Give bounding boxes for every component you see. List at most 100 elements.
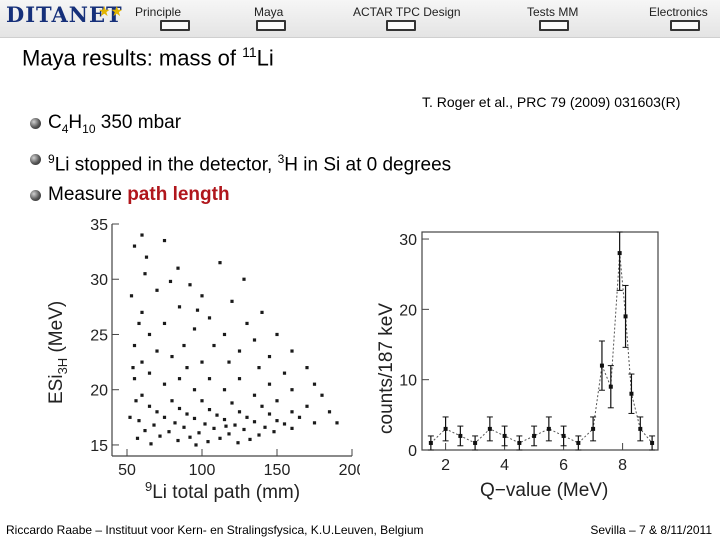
nav-item-tests-mm[interactable]: Tests MM — [527, 5, 579, 19]
footer-venue-date: Sevilla – 7 & 8/11/2011 — [590, 523, 712, 537]
scatter-point — [275, 419, 279, 423]
scatter-point — [170, 399, 174, 403]
scatter-point — [218, 261, 222, 265]
spectrum-y-tick-label: 30 — [399, 232, 417, 249]
title-mass-number: 11 — [242, 44, 257, 60]
spectrum-point — [473, 440, 478, 445]
scatter-point — [143, 428, 147, 433]
scatter-point — [132, 244, 137, 248]
title-element: Li — [256, 45, 274, 71]
scatter-point — [212, 343, 216, 348]
scatter-point — [237, 410, 242, 414]
nav-box-actar-tpc-design[interactable] — [386, 20, 416, 31]
spectrum-x-tick-label: 6 — [559, 457, 568, 474]
nav-item-principle[interactable]: Principle — [135, 5, 182, 19]
nav-item-maya[interactable]: Maya — [254, 5, 284, 19]
scatter-point — [227, 432, 231, 436]
scatter-point — [218, 436, 222, 440]
scatter-point — [147, 371, 152, 375]
spectrum-frame — [421, 231, 659, 451]
scatter-y-tick-label: 15 — [90, 438, 108, 455]
nav-box-tests-mm[interactable] — [539, 20, 569, 31]
scatter-point — [222, 388, 227, 392]
scatter-point — [155, 349, 159, 353]
scatter-point — [305, 366, 309, 370]
reference-citation: T. Roger et al., PRC 79 (2009) 031603(R) — [422, 94, 680, 110]
scatter-point — [182, 343, 186, 348]
scatter-point — [140, 393, 144, 397]
h-mass-number: 3 — [277, 151, 285, 166]
scatter-point — [248, 437, 252, 442]
scatter-point — [177, 406, 182, 411]
scatter-point — [135, 436, 140, 440]
scatter-x-tick-label: 50 — [118, 462, 136, 479]
spectrum-point — [443, 426, 448, 431]
scatter-point — [137, 419, 141, 423]
top-navigation-bar: DITANET ★★ Principle Maya ACTAR TPC Desi… — [0, 0, 720, 38]
scatter-x-tick-label: 150 — [264, 462, 291, 479]
scatter-y-tick-label: 30 — [90, 272, 108, 289]
spectrum-point — [650, 440, 655, 445]
scatter-point — [128, 415, 132, 419]
scatter-point — [252, 338, 257, 342]
spectrum-point — [487, 426, 492, 431]
gas-c-subscript: 4 — [61, 121, 69, 136]
scatter-point — [168, 279, 173, 284]
spectrum-point — [638, 426, 643, 431]
scatter-y-tick-label: 35 — [90, 217, 108, 234]
nav-box-maya[interactable] — [256, 20, 286, 31]
path-length-highlight: path length — [127, 184, 230, 206]
scatter-point — [162, 321, 167, 326]
scatter-point — [132, 377, 137, 381]
spectrum-point — [591, 426, 596, 431]
reference-authors: T. Roger et al., — [422, 94, 514, 110]
scatter-point — [162, 382, 167, 386]
scatter-point — [245, 415, 249, 419]
scatter-point — [267, 382, 272, 386]
scatter-point — [297, 415, 302, 419]
nav-item-actar-tpc-design[interactable]: ACTAR TPC Design — [353, 5, 461, 19]
spectrum-y-tick-label: 10 — [399, 373, 417, 390]
nav-box-electronics[interactable] — [670, 20, 700, 31]
scatter-point — [275, 332, 279, 337]
scatter-point — [188, 435, 192, 439]
scatter-point — [260, 310, 264, 314]
scatter-point — [272, 430, 276, 434]
scatter-point — [194, 443, 198, 447]
scatter-point — [173, 421, 177, 425]
scatter-x-tick-label: 200 — [339, 462, 360, 479]
spectrum-point — [458, 433, 463, 438]
scatter-point — [312, 421, 317, 425]
scatter-point — [131, 366, 135, 370]
scatter-point — [267, 354, 272, 359]
measure-text: Measure — [48, 184, 128, 206]
scatter-point — [149, 442, 153, 446]
scatter-point — [200, 294, 204, 298]
scatter-point — [192, 416, 197, 421]
scatter-point — [162, 415, 167, 419]
scatter-x-label: 9Li total path (mm) — [145, 479, 300, 503]
scatter-point — [140, 360, 144, 364]
q-value-spectrum: 0 10 20 30 2 4 6 8 counts/187 keV Q−value (MeV) — [376, 231, 659, 501]
scatter-point — [177, 305, 182, 309]
scatter-point — [188, 283, 192, 287]
scatter-point — [192, 388, 197, 392]
scatter-point — [207, 316, 212, 320]
spectrum-point — [623, 314, 628, 319]
nav-item-electronics[interactable]: Electronics — [649, 5, 708, 19]
gas-h: H — [68, 112, 83, 133]
scatter-point — [200, 360, 204, 364]
scatter-point — [155, 410, 159, 414]
scatter-x-tick-label: 100 — [189, 462, 216, 479]
nav-box-principle[interactable] — [160, 20, 190, 31]
gas-pressure: 350 mbar — [95, 112, 182, 133]
scatter-point — [242, 277, 246, 281]
spectrum-y-label: counts/187 keV — [376, 303, 397, 434]
scatter-points — [128, 233, 339, 447]
scatter-point — [140, 310, 144, 314]
scatter-point — [140, 233, 144, 237]
spectrum-y-tick-label: 0 — [408, 443, 417, 460]
scatter-point — [200, 399, 204, 403]
scatter-point — [158, 434, 162, 438]
stopped-text: Li stopped in the detector, — [54, 154, 278, 176]
